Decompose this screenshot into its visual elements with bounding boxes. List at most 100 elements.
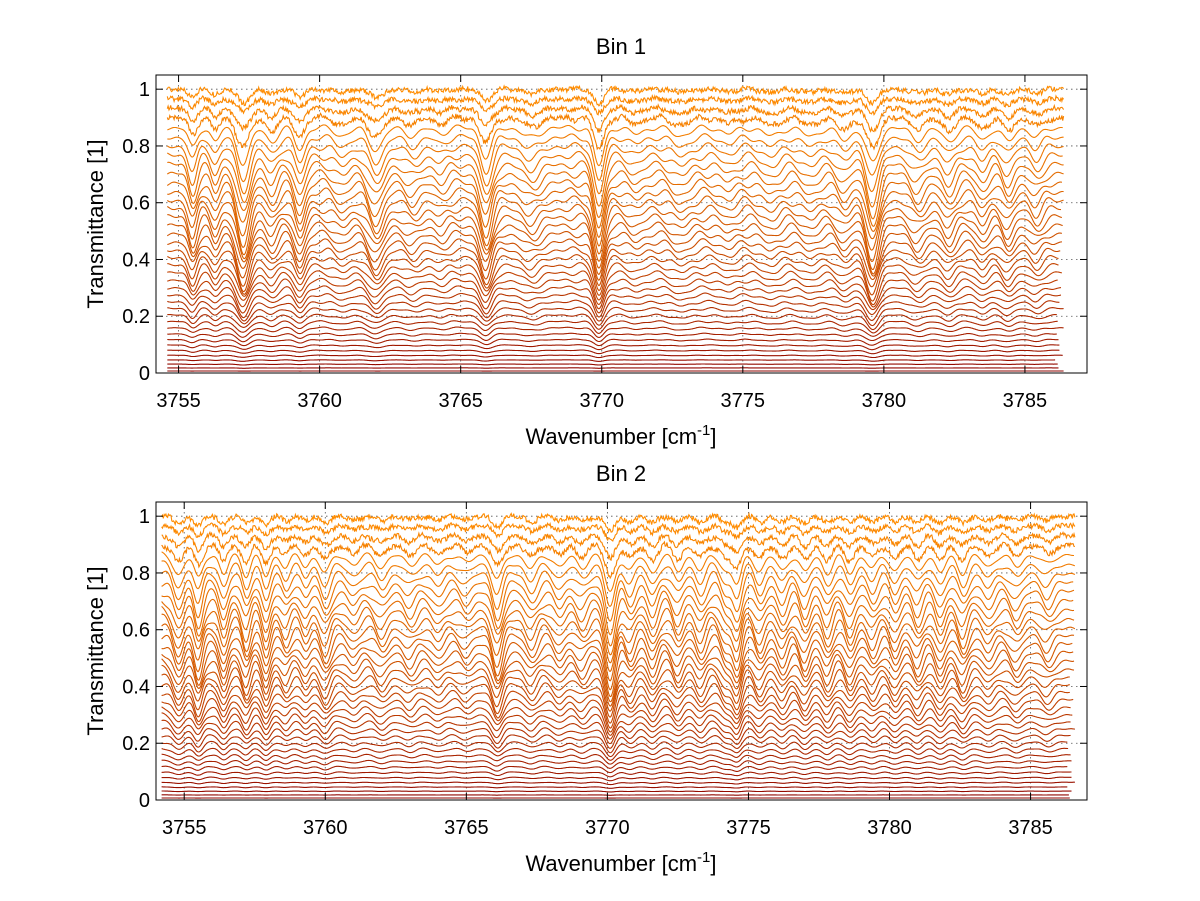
x-tick-label: 3760 [303, 817, 348, 839]
spectrum-line [161, 623, 1076, 682]
x-tick-label: 3770 [585, 817, 630, 839]
y-ticks: 0 0.2 0.4 0.6 0.8 1 [122, 79, 1087, 385]
spectrum-line [167, 246, 1061, 293]
spectrum-line [161, 705, 1071, 736]
spectrum-line [161, 551, 1074, 593]
spectrum-line [161, 776, 1072, 782]
x-axis-label-end: ] [710, 424, 716, 449]
spectrum-line [161, 689, 1070, 729]
y-tick-label: 0.6 [122, 193, 150, 215]
spectrum-line [161, 682, 1070, 724]
x-tick-label: 3755 [156, 390, 201, 412]
spectrum-line [166, 169, 1064, 229]
spectrum-line [166, 84, 1065, 107]
spectrum-line [167, 326, 1064, 338]
spectrum-line [161, 511, 1076, 534]
y-tick-label: 0.4 [122, 676, 150, 698]
spectrum-line [161, 579, 1074, 636]
spectrum-line [161, 540, 1075, 580]
spectrum-line [167, 285, 1062, 314]
spectrum-line [167, 363, 1058, 366]
spectrum-line [161, 649, 1074, 703]
x-axis-label-superscript: -1 [697, 849, 710, 866]
spectrum-line [161, 605, 1075, 664]
x-tick-label: 3765 [444, 817, 489, 839]
x-ticks: 3755 3760 3765 3770 3775 3780 3785 [156, 75, 1047, 412]
x-tick-label: 3765 [438, 390, 483, 412]
x-axis-label: Wavenumber [cm-1] [525, 849, 716, 876]
spectrum-line [161, 658, 1075, 707]
spectrum-line [167, 221, 1063, 276]
spectrum-line [161, 753, 1071, 765]
axes-box [155, 74, 1088, 374]
spectrum-line [167, 349, 1060, 355]
spectrum-line [167, 332, 1057, 343]
spectrum-line [167, 186, 1064, 248]
x-tick-label: 3770 [580, 390, 625, 412]
x-tick-label: 3760 [297, 390, 342, 412]
spectrum-line [166, 177, 1063, 239]
y-tick-label: 0 [139, 790, 150, 812]
spectrum-line [167, 338, 1059, 347]
spectrum-line [161, 771, 1072, 778]
spectrum-line [166, 112, 1065, 151]
y-tick-label: 1 [139, 79, 150, 101]
x-tick-label: 3755 [162, 817, 207, 839]
spectrum-line [167, 292, 1062, 319]
spectrum-line [166, 195, 1064, 256]
x-tick-label: 3785 [1008, 817, 1053, 839]
spectrum-line [161, 727, 1076, 749]
spectrum-line [166, 203, 1062, 262]
spectrum-line [161, 719, 1071, 745]
axes-frame [155, 501, 1088, 801]
spectrum-line [161, 740, 1068, 758]
chart-title: Bin 1 [596, 34, 646, 59]
spectrum-line [167, 270, 1063, 306]
spectrum-line [161, 790, 1072, 793]
spectrum-line [167, 320, 1058, 334]
y-ticks: 0 0.2 0.4 0.6 0.8 1 [122, 506, 1087, 812]
spectrum-line [161, 794, 1069, 796]
spectrum-line [161, 786, 1068, 789]
spectrum-line [167, 359, 1056, 362]
y-axis-label: Transmittance [1] [83, 566, 108, 735]
subplot-bin-2: 3755 3760 3765 3770 3775 3780 3785 00.20.40.60… [83, 461, 1088, 876]
spectrum-line [161, 673, 1070, 718]
x-tick-label: 3780 [867, 817, 912, 839]
spectrum-line [167, 124, 1063, 167]
y-tick-label: 0.2 [122, 306, 150, 328]
spectrum-line [167, 254, 1059, 296]
y-tick-label: 0 [139, 363, 150, 385]
spectrum-line [166, 94, 1065, 116]
spectrum-line [161, 530, 1076, 561]
spectrum-line [161, 697, 1074, 733]
axes-box [155, 501, 1088, 801]
spectrum-line [167, 277, 1058, 310]
x-axis-label-end: ] [710, 851, 716, 876]
spectrum-line [166, 229, 1063, 281]
y-tick-label: 1 [139, 506, 150, 528]
spectrum-line [161, 521, 1076, 542]
x-axis-label-superscript: -1 [697, 422, 710, 439]
y-tick-label: 0.8 [122, 563, 150, 585]
subplot-bin-1: 3755 3760 3765 3770 3775 3780 3785 00.20.40.60… [83, 34, 1088, 449]
spectrum-line [161, 640, 1073, 698]
x-tick-label: 3780 [862, 390, 907, 412]
spectrum-line [167, 133, 1064, 183]
spectrum-line [161, 560, 1076, 607]
spectrum-line [167, 262, 1059, 302]
axes-frame [155, 74, 1088, 374]
y-tick-label: 0.6 [122, 620, 150, 642]
spectrum-line [167, 150, 1063, 208]
spectrum-line [167, 212, 1062, 271]
spectrum-line [161, 597, 1074, 656]
spectrum-line [167, 313, 1057, 331]
spectrum-line [161, 632, 1075, 691]
spectrum-line [161, 759, 1072, 769]
spectrum-line [167, 344, 1060, 351]
x-axis-label: Wavenumber [cm-1] [525, 422, 716, 449]
spectrum-line [166, 103, 1065, 134]
y-axis-label: Transmittance [1] [83, 139, 108, 308]
y-tick-label: 0.8 [122, 136, 150, 158]
